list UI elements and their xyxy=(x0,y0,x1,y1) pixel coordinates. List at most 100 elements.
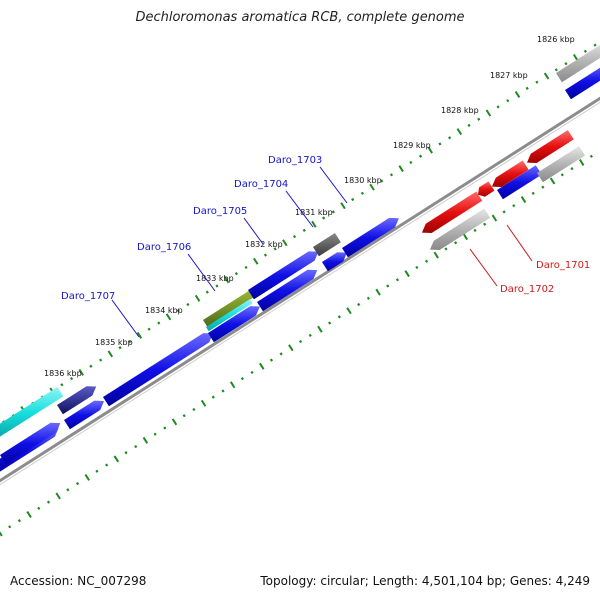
inner-tick xyxy=(483,222,487,226)
gene-reverse[interactable] xyxy=(526,130,574,163)
inner-tick xyxy=(279,352,283,356)
outer-tick xyxy=(398,165,404,173)
gene-label-daro-1702[interactable]: Daro_1702 xyxy=(500,284,554,295)
gene-label-daro-1706[interactable]: Daro_1706 xyxy=(137,242,191,253)
outer-tick xyxy=(554,68,558,72)
gene-forward[interactable] xyxy=(64,400,105,430)
inner-tick xyxy=(200,399,207,407)
inner-tick xyxy=(366,296,370,300)
outer-tick xyxy=(205,290,209,294)
tick-label: 1828 kbp xyxy=(441,106,479,115)
inner-tick xyxy=(337,315,341,319)
gene-forward-dark[interactable] xyxy=(313,233,341,257)
outer-tick xyxy=(136,331,143,339)
outer-tick xyxy=(389,173,394,177)
inner-tick xyxy=(357,302,361,307)
inner-tick xyxy=(502,210,506,214)
outer-tick xyxy=(564,62,568,66)
outer-tick xyxy=(186,302,190,307)
inner-tick xyxy=(134,444,138,449)
outer-tick xyxy=(477,117,481,121)
outer-tick xyxy=(78,368,84,376)
inner-tick xyxy=(317,325,323,333)
inner-tick xyxy=(17,519,21,523)
gene-reverse[interactable] xyxy=(491,160,529,187)
inner-tick xyxy=(512,204,516,208)
gene-forward[interactable] xyxy=(208,306,260,343)
outer-tick xyxy=(506,99,510,103)
gene-forward[interactable] xyxy=(322,252,347,272)
gene-forward[interactable] xyxy=(103,333,214,407)
inner-tick xyxy=(95,469,99,473)
inner-tick xyxy=(375,288,381,296)
inner-tick xyxy=(444,247,448,251)
inner-tick xyxy=(8,525,12,529)
inner-tick xyxy=(308,333,312,337)
inner-tick xyxy=(142,436,149,444)
inner-tick xyxy=(531,191,535,195)
gene-forward-olive[interactable] xyxy=(203,290,254,327)
gene-label-daro-1705[interactable]: Daro_1705 xyxy=(193,206,247,217)
inner-tick xyxy=(46,500,51,504)
outer-tick xyxy=(369,183,375,191)
gene-label-daro-1704[interactable]: Daro_1704 xyxy=(234,179,288,190)
tick-label: 1830 kbp xyxy=(344,176,382,185)
gene-features xyxy=(0,41,600,472)
tick-label: 1835 kbp xyxy=(95,338,133,347)
inner-tick xyxy=(37,506,41,510)
gene-reverse-gray[interactable] xyxy=(556,41,600,83)
gene-reverse[interactable] xyxy=(421,191,483,233)
outer-tick xyxy=(583,49,587,53)
gene-reverse-gray[interactable] xyxy=(537,146,586,183)
outer-tick xyxy=(99,358,103,362)
outer-tick xyxy=(223,276,230,284)
outer-tick xyxy=(194,294,201,302)
inner-tick xyxy=(113,455,120,463)
gene-label-daro-1701[interactable]: Daro_1701 xyxy=(536,260,590,271)
inner-tick xyxy=(549,177,556,185)
gene-label-daro-1703[interactable]: Daro_1703 xyxy=(268,155,322,166)
gene-reverse-gray[interactable] xyxy=(429,208,491,250)
inner-tick xyxy=(424,259,429,263)
inner-tick xyxy=(163,426,167,430)
outer-tick xyxy=(234,272,238,276)
inner-tick xyxy=(153,432,157,436)
gene-forward-navy[interactable] xyxy=(57,386,97,415)
gene-reverse[interactable] xyxy=(477,181,495,197)
gene-forward-cyan[interactable] xyxy=(206,299,253,332)
outer-tick xyxy=(331,210,335,214)
inner-tick xyxy=(298,339,303,344)
outer-tick xyxy=(360,191,364,195)
genome-summary-text: Topology: circular; Length: 4,501,104 bp… xyxy=(260,574,590,588)
gene-forward-cyan[interactable] xyxy=(0,387,64,439)
inner-tick xyxy=(250,370,254,375)
inner-tick xyxy=(454,241,458,245)
gene-forward[interactable] xyxy=(497,165,542,200)
outer-tick xyxy=(543,72,550,80)
outer-tick xyxy=(535,80,539,84)
outer-tick xyxy=(427,146,433,154)
gene-label-daro-1707[interactable]: Daro_1707 xyxy=(61,291,115,302)
outer-tick xyxy=(380,179,384,183)
inner-tick xyxy=(589,154,593,158)
inner-tick xyxy=(192,407,196,412)
inner-tick xyxy=(229,381,236,389)
inner-tick xyxy=(124,451,128,455)
outer-tick xyxy=(244,265,248,270)
inner-tick xyxy=(182,414,186,418)
inner-tick xyxy=(570,167,574,171)
gene-forward[interactable] xyxy=(257,269,318,312)
inner-tick xyxy=(386,284,390,288)
inner-tick xyxy=(346,307,352,315)
gene-forward[interactable] xyxy=(342,217,399,258)
outer-tick xyxy=(89,364,93,368)
outer-tick xyxy=(215,284,219,288)
outer-tick xyxy=(60,383,64,387)
gene-forward[interactable] xyxy=(248,251,319,300)
gene-forward[interactable] xyxy=(565,63,600,100)
outer-tick xyxy=(165,313,172,321)
tick-label: 1829 kbp xyxy=(393,141,431,150)
tick-label: 1833 kbp xyxy=(196,274,234,283)
gene-forward[interactable] xyxy=(0,422,61,465)
inner-tick xyxy=(55,492,61,500)
